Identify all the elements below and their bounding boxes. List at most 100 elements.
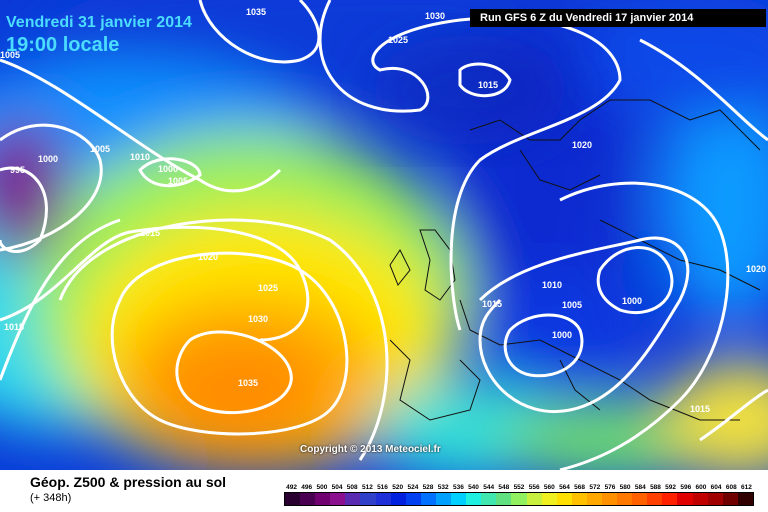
- isobar-label: 1035: [246, 7, 266, 17]
- forecast-hour: (+ 348h): [30, 492, 72, 504]
- isobar-labels: 1035 1030 1025 1005 1015 1005 1010 1000 …: [0, 7, 766, 414]
- isobar-label: 1020: [746, 264, 766, 274]
- legend-tick-label: 540: [468, 484, 479, 491]
- isobar-label: 1005: [562, 300, 582, 310]
- legend-tick-labels: 492 496 500 504 508 512 516 520 524 528 532 536 540 5…: [286, 484, 752, 491]
- legend-swatch: [541, 493, 557, 505]
- legend-tick-label: 568: [574, 484, 585, 491]
- isobar-label: 1000: [38, 154, 58, 164]
- legend-tick-label: 544: [483, 484, 494, 491]
- isobar-label: 1015: [690, 404, 710, 414]
- isobar-label: 1000: [622, 296, 642, 306]
- legend-swatch: [722, 493, 738, 505]
- legend-tick-label: 532: [438, 484, 449, 491]
- legend-tick-label: 504: [332, 484, 343, 491]
- isobar-label: 1005: [90, 144, 110, 154]
- legend-tick-label: 572: [589, 484, 600, 491]
- legend: Géop. Z500 & pression au sol (+ 348h) 49…: [0, 470, 768, 512]
- legend-tick-label: 548: [498, 484, 509, 491]
- legend-tick-label: 528: [423, 484, 434, 491]
- legend-color-scale: [284, 492, 754, 506]
- isobar-label: 1015: [478, 80, 498, 90]
- legend-swatch: [496, 493, 512, 505]
- legend-swatch: [330, 493, 346, 505]
- copyright: Copyright © 2013 Meteociel.fr: [300, 444, 441, 455]
- legend-swatch: [405, 493, 421, 505]
- isobar-label: 1025: [388, 35, 408, 45]
- legend-swatch: [466, 493, 482, 505]
- isobar-label: 1015: [140, 228, 160, 238]
- isobar-label: 1015: [482, 299, 502, 309]
- legend-tick-label: 584: [635, 484, 646, 491]
- isobar-label: 1030: [425, 11, 445, 21]
- legend-swatch: [300, 493, 316, 505]
- legend-tick-label: 600: [695, 484, 706, 491]
- isobar-label: 995: [10, 165, 25, 175]
- legend-swatch: [360, 493, 376, 505]
- isobar-label: 1010: [130, 152, 150, 162]
- legend-tick-label: 608: [726, 484, 737, 491]
- legend-swatch: [632, 493, 648, 505]
- isobar-contour: [0, 0, 768, 461]
- isobar-label: 1000: [158, 164, 178, 174]
- legend-swatch: [315, 493, 331, 505]
- legend-tick-label: 592: [665, 484, 676, 491]
- legend-swatch: [556, 493, 572, 505]
- legend-tick-label: 612: [741, 484, 752, 491]
- legend-swatch: [737, 493, 753, 505]
- isobar-label: 1010: [542, 280, 562, 290]
- legend-swatch: [481, 493, 497, 505]
- legend-swatch: [586, 493, 602, 505]
- legend-swatch: [662, 493, 678, 505]
- legend-tick-label: 516: [377, 484, 388, 491]
- isobar-label: 1020: [572, 140, 592, 150]
- legend-swatch: [511, 493, 527, 505]
- legend-tick-label: 576: [605, 484, 616, 491]
- weather-map: 1035 1030 1025 1005 1015 1005 1010 1000 …: [0, 0, 768, 472]
- legend-swatch: [435, 493, 452, 505]
- legend-tick-label: 496: [301, 484, 312, 491]
- legend-tick-label: 552: [514, 484, 525, 491]
- local-time: 19:00 locale: [6, 34, 120, 56]
- legend-tick-label: 564: [559, 484, 570, 491]
- legend-swatch: [692, 493, 708, 505]
- legend-swatch: [285, 493, 301, 505]
- legend-tick-label: 588: [650, 484, 661, 491]
- legend-swatch: [647, 493, 663, 505]
- legend-swatch: [390, 493, 406, 505]
- legend-tick-label: 524: [407, 484, 418, 491]
- legend-tick-label: 500: [316, 484, 327, 491]
- run-info: Run GFS 6 Z du Vendredi 17 janvier 2014: [470, 9, 766, 27]
- legend-tick-label: 560: [544, 484, 555, 491]
- isobar-label: 1000: [552, 330, 572, 340]
- isobar-label: 1020: [198, 252, 218, 262]
- legend-swatch: [677, 493, 693, 505]
- isobar-label: 1015: [4, 322, 24, 332]
- legend-tick-label: 604: [711, 484, 722, 491]
- map-canvas: 1035 1030 1025 1005 1015 1005 1010 1000 …: [0, 0, 768, 472]
- legend-swatch: [451, 493, 467, 505]
- legend-swatch: [526, 493, 542, 505]
- legend-tick-label: 596: [680, 484, 691, 491]
- legend-swatch: [601, 493, 618, 505]
- legend-title: Géop. Z500 & pression au sol: [30, 474, 227, 490]
- isobar-label: 1005: [168, 176, 188, 186]
- legend-tick-label: 512: [362, 484, 373, 491]
- legend-tick-label: 508: [347, 484, 358, 491]
- legend-swatch: [420, 493, 436, 505]
- legend-tick-label: 556: [529, 484, 540, 491]
- isobar-label: 1030: [248, 314, 268, 324]
- legend-tick-label: 536: [453, 484, 464, 491]
- legend-tick-label: 520: [392, 484, 403, 491]
- valid-date: Vendredi 31 janvier 2014: [6, 14, 192, 31]
- legend-swatch: [617, 493, 633, 505]
- isobar-label: 1035: [238, 378, 258, 388]
- legend-swatch: [707, 493, 723, 505]
- isobar-label: 1005: [0, 50, 20, 60]
- legend-swatch: [345, 493, 361, 505]
- legend-swatch: [571, 493, 587, 505]
- legend-tick-label: 580: [620, 484, 631, 491]
- legend-tick-label: 492: [286, 484, 297, 491]
- isobar-label: 1025: [258, 283, 278, 293]
- legend-swatch: [375, 493, 391, 505]
